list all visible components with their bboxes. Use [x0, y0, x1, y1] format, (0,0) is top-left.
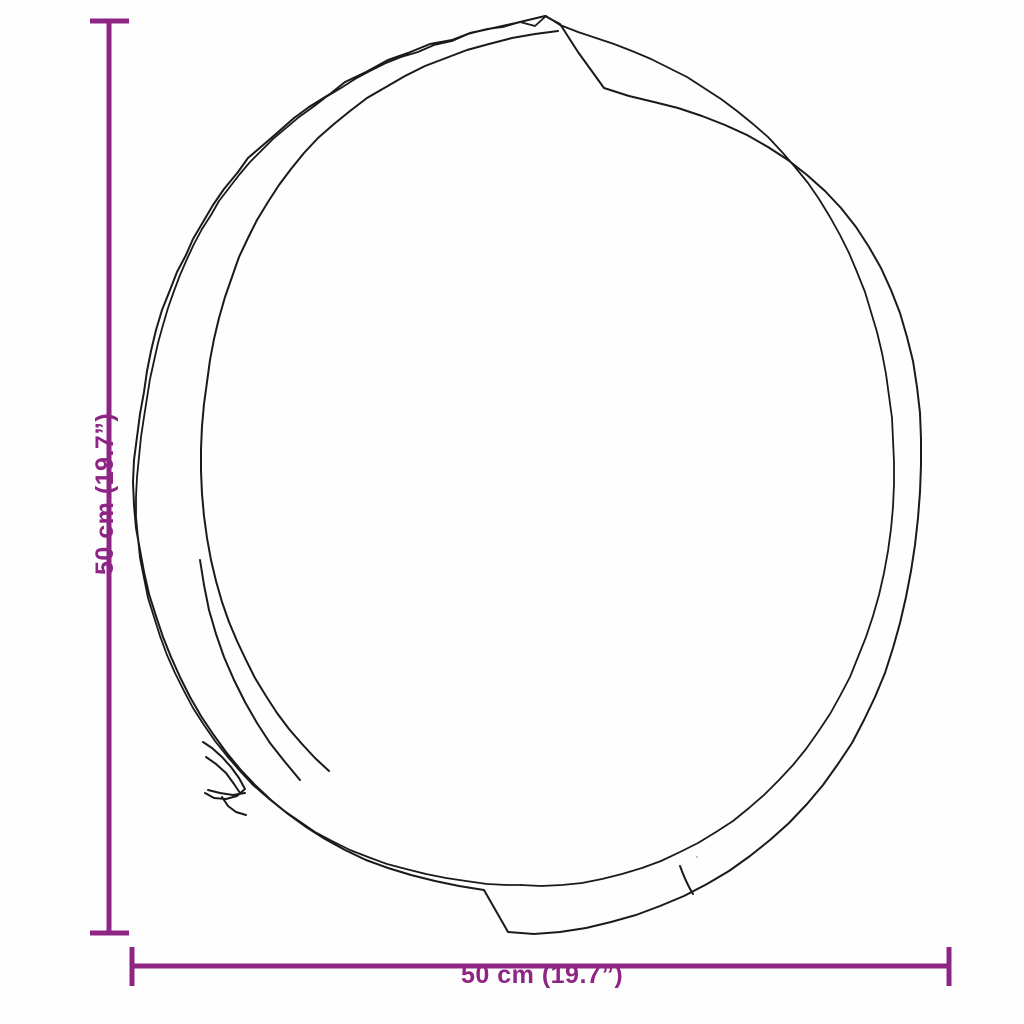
mirror-bracket-notch-tab	[221, 796, 247, 816]
mirror-bottom-left-wavy-edge	[135, 496, 522, 886]
mirror-rim-ridge-lower-left	[199, 559, 301, 781]
mirror-top-wavy-edge	[135, 15, 547, 498]
mirror-edge-chip-detail	[679, 865, 694, 895]
mirror-bracket-notch-base	[207, 789, 246, 796]
mirror-bracket-notch	[202, 741, 246, 800]
height-dimension-label: 50 cm (19.7”)	[91, 412, 119, 575]
mirror-surface-speck	[695, 855, 699, 859]
width-dimension-label: 50 cm (19.7”)	[461, 961, 624, 989]
mirror-inner-rim-left	[200, 30, 559, 772]
mirror-bracket-notch-inner	[205, 756, 241, 794]
mirror-right-wavy-edge	[520, 15, 895, 887]
mirror-outer-edge	[132, 15, 922, 935]
